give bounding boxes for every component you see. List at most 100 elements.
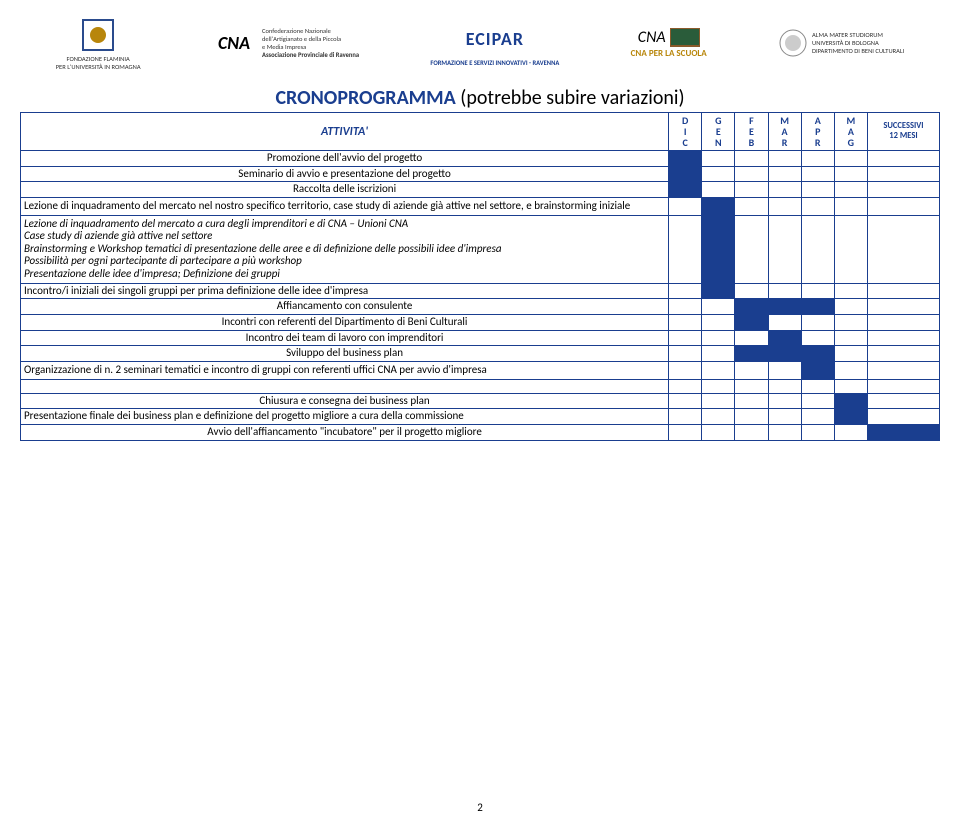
- logo-flaminia: FONDAZIONE FLAMINIA PER L'UNIVERSITÀ IN …: [56, 15, 141, 71]
- gantt-cell: [834, 283, 867, 299]
- gantt-cell: [702, 379, 735, 393]
- header-succ: SUCCESSIVI12 MESI: [867, 113, 939, 151]
- gantt-cell: [735, 346, 768, 362]
- gantt-cell: [867, 283, 939, 299]
- table-row: Chiusura e consegna dei business plan: [21, 393, 940, 409]
- gantt-cell: [669, 182, 702, 198]
- activity-label: Organizzazione di n. 2 seminari tematici…: [21, 361, 669, 379]
- gantt-cell: [768, 379, 801, 393]
- month-5: MAG: [834, 113, 867, 151]
- logo-ecipar: ECIPAR FORMAZIONE E SERVIZI INNOVATIVI -…: [430, 19, 559, 67]
- activity-label: Incontro/i iniziali dei singoli gruppi p…: [21, 283, 669, 299]
- bologna-seal-icon: [778, 28, 808, 58]
- gantt-cell: [702, 166, 735, 182]
- activity-label: Incontro dei team di lavoro con imprendi…: [21, 330, 669, 346]
- gantt-cell: [702, 151, 735, 167]
- gantt-cell: [735, 361, 768, 379]
- gantt-cell: [801, 409, 834, 425]
- table-row: [21, 379, 940, 393]
- gantt-cell: [834, 151, 867, 167]
- activity-label: Promozione dell'avvio del progetto: [21, 151, 669, 167]
- table-row: Lezione di inquadramento del mercato nel…: [21, 197, 940, 215]
- gantt-cell: [801, 361, 834, 379]
- gantt-cell: [735, 215, 768, 283]
- gantt-header-row: ATTIVITA' DIC GEN FEB MAR APR MAG SUCCES…: [21, 113, 940, 151]
- gantt-table: ATTIVITA' DIC GEN FEB MAR APR MAG SUCCES…: [20, 112, 940, 441]
- title-main: CRONOPROGRAMMA: [275, 86, 455, 110]
- gantt-body: Promozione dell'avvio del progetto Semin…: [21, 151, 940, 441]
- gantt-cell: [768, 215, 801, 283]
- gantt-cell: [867, 151, 939, 167]
- table-row: Promozione dell'avvio del progetto: [21, 151, 940, 167]
- bologna-text: ALMA MATER STUDIORUM: [812, 31, 904, 39]
- logo-flaminia-text: FONDAZIONE FLAMINIA: [67, 55, 130, 63]
- gantt-cell: [834, 330, 867, 346]
- gantt-cell: [768, 330, 801, 346]
- gantt-cell: [801, 283, 834, 299]
- gantt-cell: [735, 299, 768, 315]
- ecipar-sub: FORMAZIONE E SERVIZI INNOVATIVI - RAVENN…: [430, 59, 559, 67]
- gantt-cell: [834, 379, 867, 393]
- gantt-cell: [702, 215, 735, 283]
- gantt-cell: [867, 346, 939, 362]
- gantt-cell: [768, 424, 801, 440]
- gantt-cell: [801, 215, 834, 283]
- gantt-cell: [735, 424, 768, 440]
- gantt-cell: [834, 424, 867, 440]
- gantt-cell: [768, 346, 801, 362]
- gantt-cell: [735, 182, 768, 198]
- table-row: Lezione di inquadramento del mercato a c…: [21, 215, 940, 283]
- flaminia-icon: [81, 18, 115, 52]
- gantt-cell: [867, 182, 939, 198]
- month-4: APR: [801, 113, 834, 151]
- gantt-cell: [702, 361, 735, 379]
- gantt-cell: [834, 393, 867, 409]
- activity-label: Avvio dell'affiancamento "incubatore" pe…: [21, 424, 669, 440]
- gantt-cell: [669, 299, 702, 315]
- gantt-cell: [867, 361, 939, 379]
- month-2: FEB: [735, 113, 768, 151]
- table-row: Sviluppo del business plan: [21, 346, 940, 362]
- gantt-cell: [669, 330, 702, 346]
- gantt-cell: [768, 299, 801, 315]
- gantt-cell: [801, 182, 834, 198]
- logo-flaminia-sub: PER L'UNIVERSITÀ IN ROMAGNA: [56, 63, 141, 71]
- logo-scuola: CNA CNA PER LA SCUOLA: [631, 28, 707, 59]
- gantt-cell: [669, 346, 702, 362]
- gantt-cell: [735, 393, 768, 409]
- gantt-cell: [834, 197, 867, 215]
- gantt-cell: [867, 393, 939, 409]
- activity-label: Presentazione finale dei business plan e…: [21, 409, 669, 425]
- gantt-cell: [801, 346, 834, 362]
- cna-sub4: Associazione Provinciale di Ravenna: [262, 51, 359, 59]
- page-number: 2: [0, 801, 960, 814]
- bologna-sub1: UNIVERSITÀ DI BOLOGNA: [812, 39, 904, 47]
- cna-sub1: Confederazione Nazionale: [262, 27, 359, 35]
- title-note: (potrebbe subire variazioni): [456, 86, 685, 110]
- gantt-cell: [735, 151, 768, 167]
- gantt-cell: [834, 346, 867, 362]
- gantt-cell: [702, 346, 735, 362]
- month-3: MAR: [768, 113, 801, 151]
- gantt-cell: [801, 379, 834, 393]
- gantt-cell: [801, 151, 834, 167]
- gantt-cell: [702, 299, 735, 315]
- table-row: Incontro/i iniziali dei singoli gruppi p…: [21, 283, 940, 299]
- activity-label: Lezione di inquadramento del mercato nel…: [21, 197, 669, 215]
- gantt-cell: [834, 215, 867, 283]
- activity-label: Chiusura e consegna dei business plan: [21, 393, 669, 409]
- gantt-cell: [669, 215, 702, 283]
- gantt-cell: [768, 393, 801, 409]
- gantt-cell: [867, 299, 939, 315]
- cna-sub3: e Media Impresa: [262, 43, 359, 51]
- gantt-cell: [702, 409, 735, 425]
- logo-bologna: ALMA MATER STUDIORUM UNIVERSITÀ DI BOLOG…: [778, 28, 904, 58]
- activity-label: Lezione di inquadramento del mercato a c…: [21, 215, 669, 283]
- gantt-cell: [669, 393, 702, 409]
- gantt-cell: [669, 409, 702, 425]
- gantt-cell: [702, 283, 735, 299]
- gantt-cell: [867, 379, 939, 393]
- gantt-cell: [801, 315, 834, 331]
- activity-label: Incontri con referenti del Dipartimento …: [21, 315, 669, 331]
- scuola-text: CNA PER LA SCUOLA: [631, 48, 707, 59]
